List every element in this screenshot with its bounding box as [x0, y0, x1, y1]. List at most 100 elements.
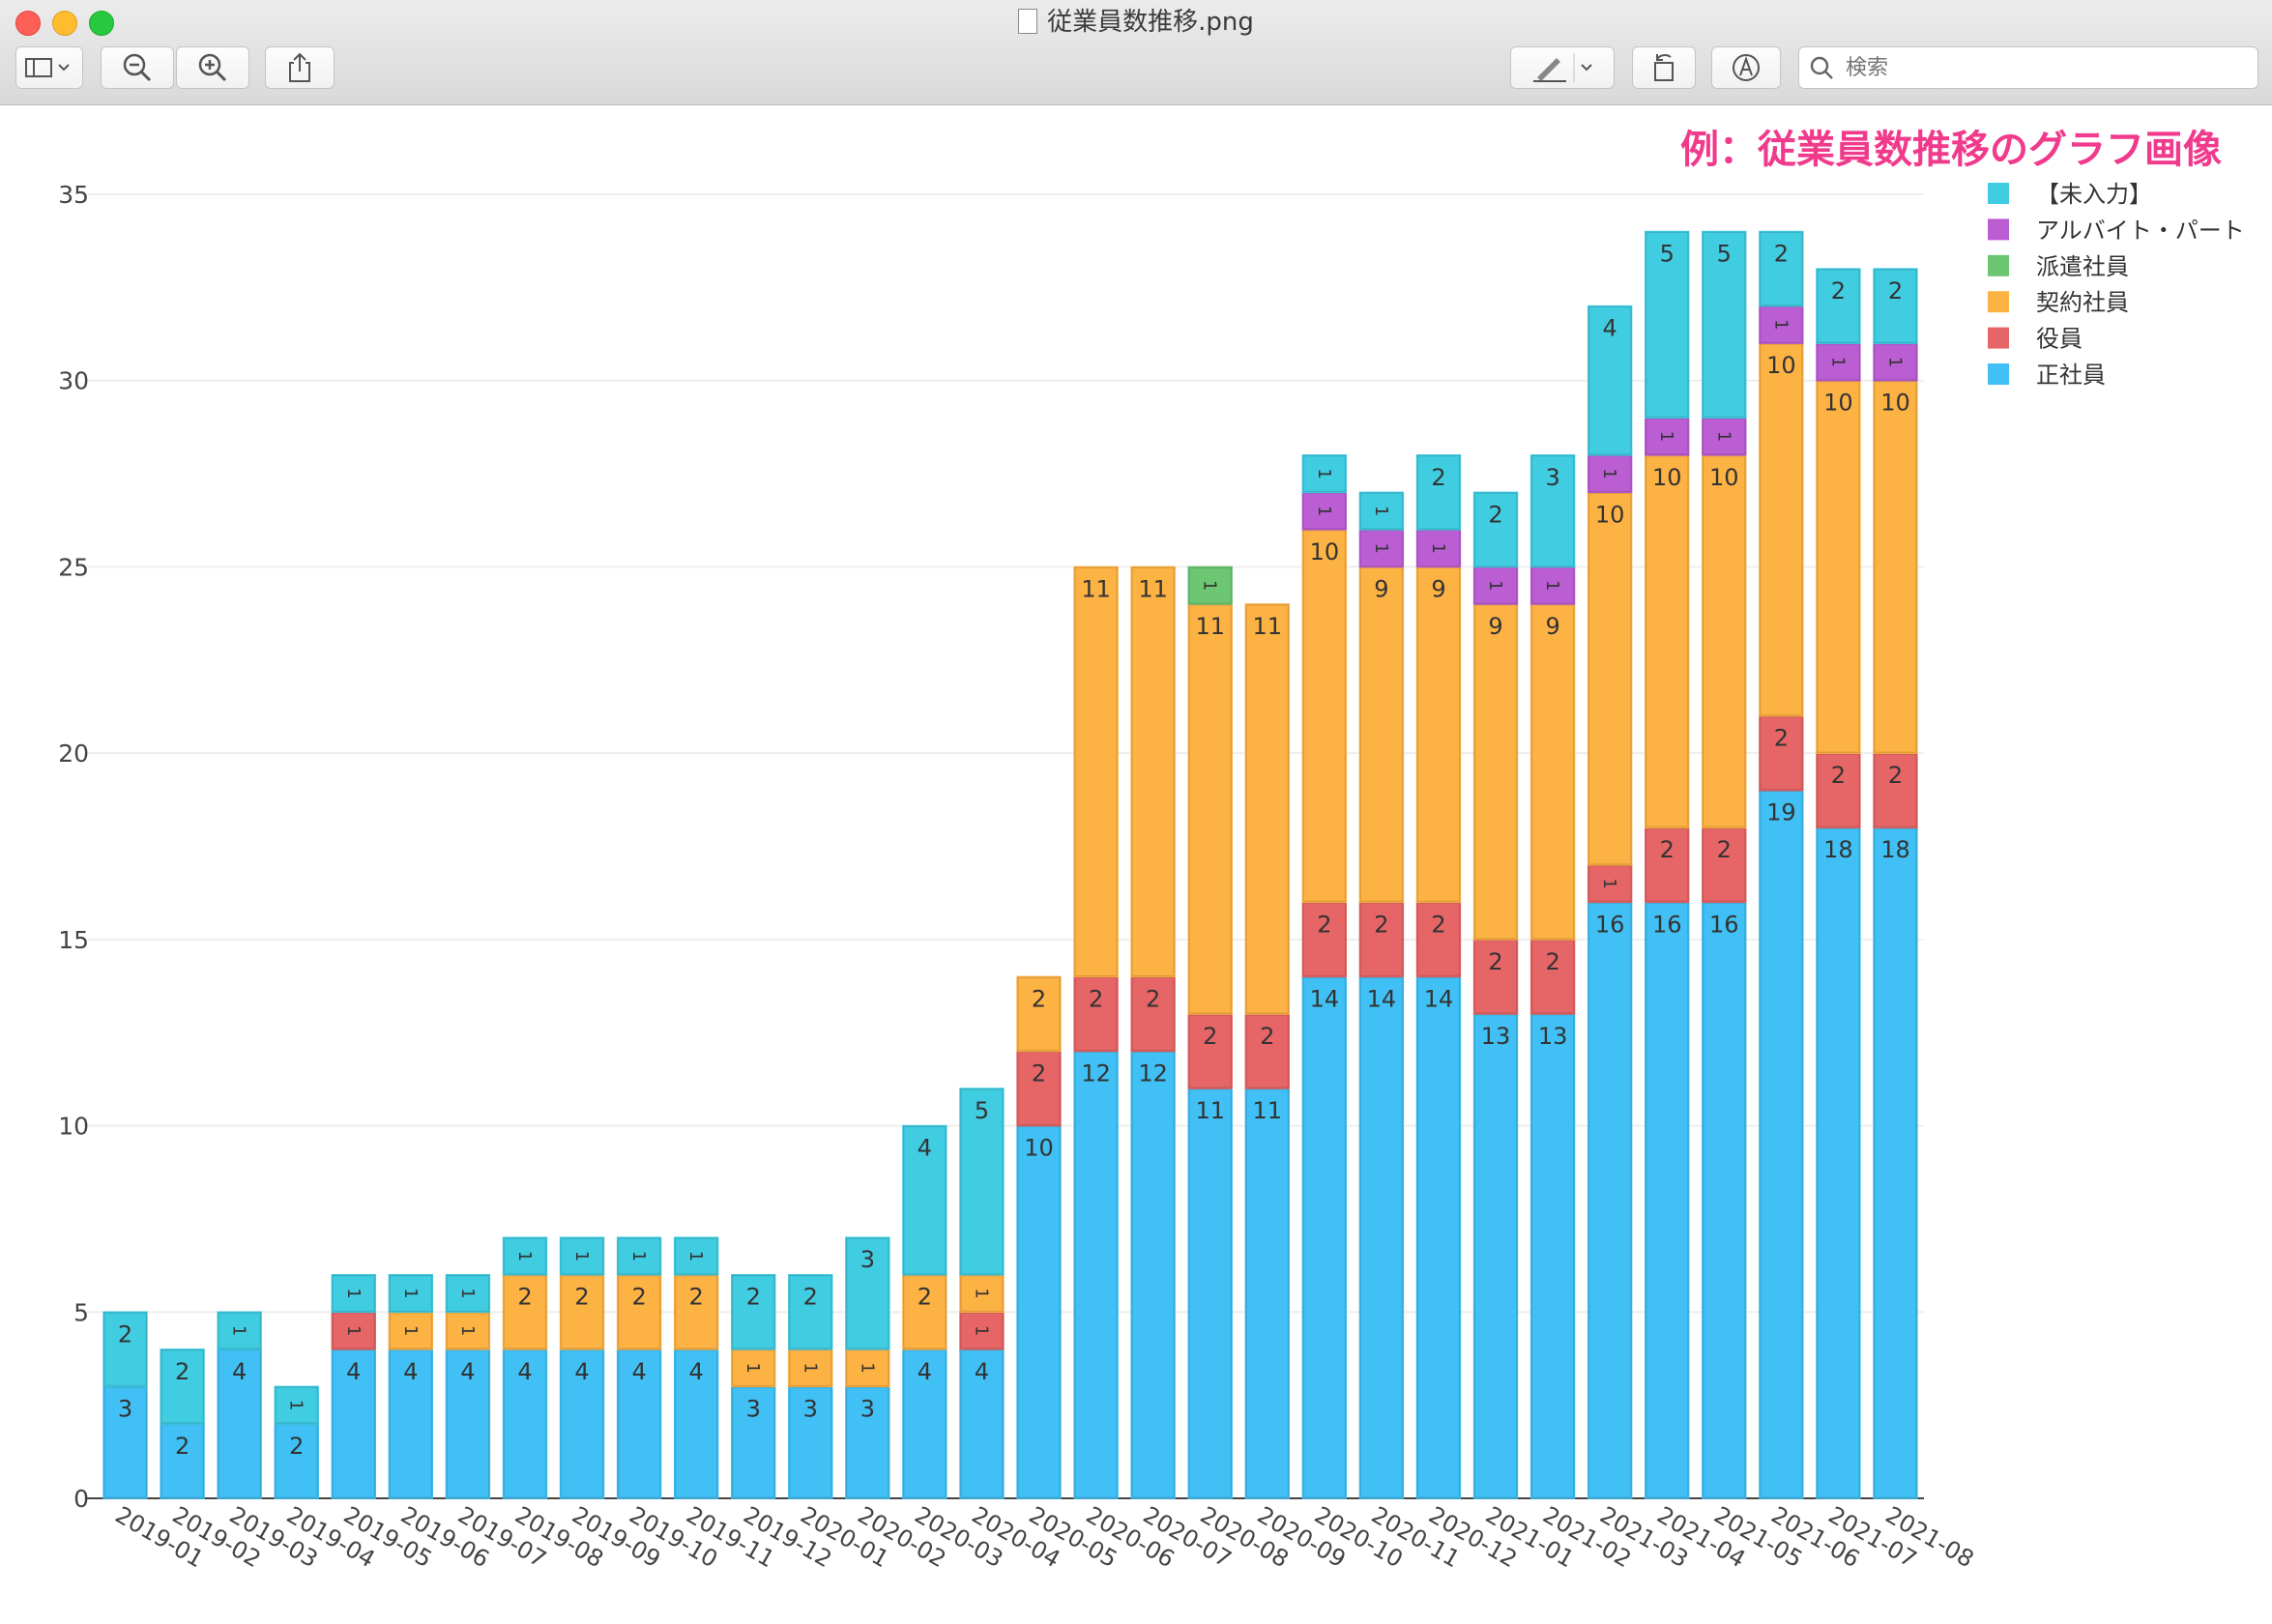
- zoom-button[interactable]: [89, 11, 114, 36]
- sidebar-toggle-button[interactable]: [15, 46, 83, 89]
- legend-swatch: [1988, 218, 2009, 241]
- data-label: 14: [1367, 985, 1397, 1012]
- bar-segment-outline: [332, 1274, 376, 1313]
- bar-segment: [1816, 826, 1861, 1499]
- bar-segment: [1873, 752, 1918, 828]
- data-label: 1: [457, 1288, 478, 1298]
- bar-segment: [1816, 342, 1861, 382]
- bar-segment: [1873, 268, 1918, 344]
- bar-segment: [731, 1385, 776, 1499]
- bar-segment: [1645, 454, 1690, 828]
- bar-segment-outline: [503, 1237, 547, 1275]
- bar-segment: [1702, 417, 1747, 456]
- bar-segment: [1244, 1088, 1290, 1499]
- bar-segment: [1358, 975, 1405, 1499]
- data-label: 1: [1371, 542, 1391, 553]
- bar-segment-outline: [1188, 566, 1233, 604]
- bar-segment-outline: [1816, 753, 1860, 828]
- data-label: 2: [1089, 985, 1103, 1012]
- search-icon: [1810, 56, 1833, 79]
- data-label: 1: [1884, 357, 1905, 367]
- bar-segment-outline: [1416, 529, 1461, 567]
- search-input[interactable]: [1844, 54, 2234, 81]
- data-label: 4: [517, 1358, 532, 1385]
- data-label: 1: [571, 1251, 592, 1262]
- bar-segment-outline: [1302, 529, 1347, 903]
- search-field[interactable]: [1798, 46, 2258, 89]
- legend-swatch: [1988, 254, 2009, 276]
- zoom-in-button[interactable]: [176, 46, 249, 89]
- bar-segment: [902, 1124, 947, 1276]
- bar-segment: [160, 1348, 205, 1425]
- y-tick-label: 35: [58, 181, 89, 209]
- bar-segment: [788, 1273, 833, 1350]
- bar-segment-outline: [1530, 1013, 1575, 1498]
- rotate-button[interactable]: [1632, 46, 1696, 89]
- bar-segment: [1645, 826, 1690, 904]
- data-label: 10: [1310, 538, 1340, 566]
- legend-label: 役員: [2036, 326, 2083, 353]
- bar-segment-outline: [275, 1386, 319, 1424]
- y-tick-label: 30: [58, 367, 89, 395]
- bar-segment-outline: [1816, 269, 1860, 344]
- legend-item[interactable]: 【未入力】: [1988, 181, 2152, 208]
- legend-item[interactable]: 正社員: [1988, 362, 2106, 389]
- data-label: 2: [1660, 836, 1675, 863]
- legend-item[interactable]: 契約社員: [1988, 289, 2129, 316]
- data-label: 2: [1032, 1059, 1046, 1087]
- bar-segment: [1529, 603, 1576, 941]
- bar-segment-outline: [218, 1312, 262, 1349]
- data-label: 10: [1709, 464, 1739, 491]
- data-label: 4: [403, 1358, 418, 1385]
- data-label: 4: [346, 1358, 361, 1385]
- bar-segment: [445, 1348, 491, 1499]
- legend-item[interactable]: アルバイト・パート: [1988, 217, 2245, 244]
- data-label: 11: [1195, 1097, 1225, 1124]
- stacked-bar-chart: 05101520253035322019-01222019-02412019-0…: [58, 181, 2245, 1573]
- bar-segment-outline: [1245, 603, 1290, 1014]
- bar-segment-outline: [1359, 492, 1404, 530]
- window-title-area: 従業員数推移.png: [0, 6, 2272, 39]
- bar-segment-outline: [617, 1348, 661, 1499]
- bar-segment: [1187, 1013, 1233, 1089]
- data-label: 1: [400, 1288, 421, 1298]
- data-label: 2: [1374, 911, 1388, 938]
- legend-item[interactable]: 派遣社員: [1988, 253, 2129, 280]
- bar-segment: [1301, 975, 1348, 1499]
- bar-segment-outline: [446, 1312, 490, 1349]
- minimize-button[interactable]: [52, 11, 77, 36]
- data-label: 2: [175, 1433, 189, 1460]
- markup-button[interactable]: [1510, 46, 1615, 89]
- bar-segment-outline: [845, 1237, 889, 1349]
- share-button[interactable]: [265, 46, 335, 89]
- data-label: 18: [1823, 836, 1853, 863]
- legend-item[interactable]: 役員: [1988, 326, 2083, 353]
- annotate-button[interactable]: [1711, 46, 1781, 89]
- data-label: 10: [1823, 390, 1853, 417]
- y-tick-label: 15: [58, 926, 89, 954]
- data-label: 9: [1374, 575, 1388, 602]
- bar-segment-outline: [1359, 529, 1404, 567]
- bar-segment: [331, 1273, 376, 1314]
- bar-segment: [502, 1236, 548, 1276]
- zoom-out-button[interactable]: [101, 46, 174, 89]
- data-label: 9: [1431, 575, 1445, 602]
- data-label: 16: [1709, 911, 1739, 938]
- data-label: 2: [1317, 911, 1331, 938]
- data-label: 1: [628, 1251, 649, 1262]
- close-button[interactable]: [15, 11, 41, 36]
- bar-segment-outline: [560, 1348, 604, 1499]
- data-label: 2: [1488, 948, 1502, 975]
- data-label: 4: [631, 1358, 646, 1385]
- data-label: 4: [1603, 315, 1617, 342]
- bar-segment: [1301, 901, 1348, 978]
- data-label: 9: [1488, 613, 1502, 640]
- data-label: 2: [1260, 1023, 1274, 1050]
- legend-label: アルバイト・パート: [2036, 217, 2245, 244]
- bar-segment: [1587, 454, 1633, 494]
- bar-segment: [1187, 1088, 1233, 1499]
- bar-segment: [1358, 566, 1405, 904]
- zoom-out-icon: [123, 53, 152, 82]
- window-title: 従業員数推移.png: [1047, 8, 1254, 37]
